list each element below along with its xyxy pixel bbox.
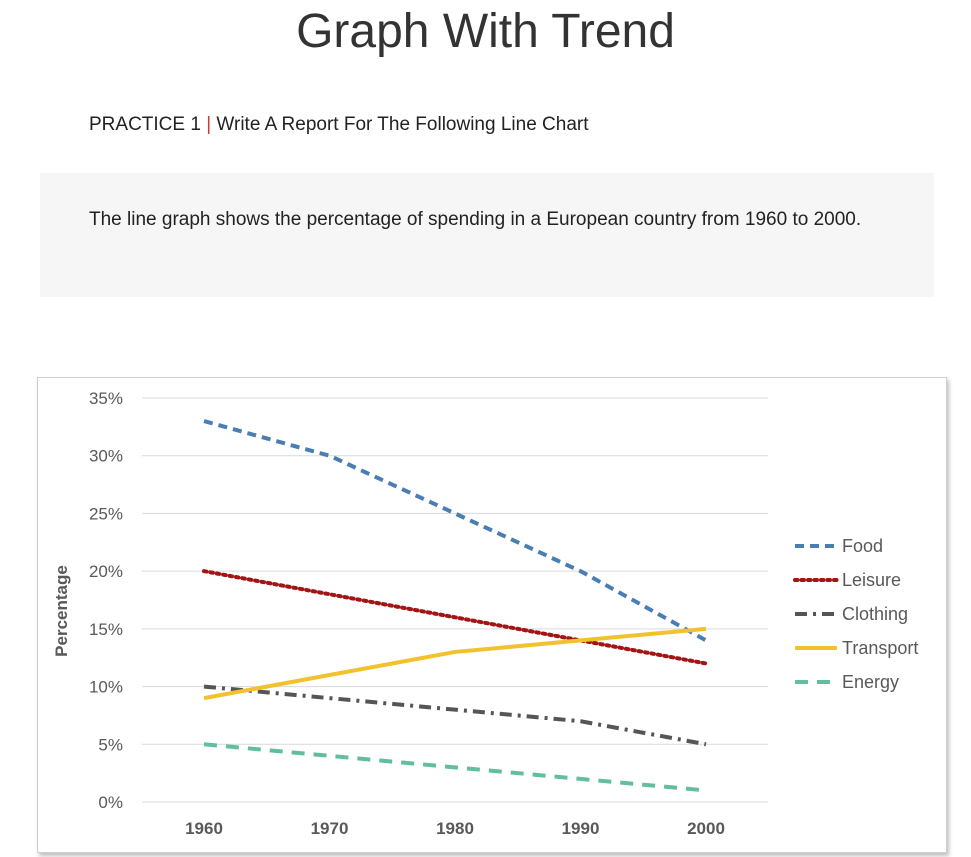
practice-label: PRACTICE 1	[89, 114, 201, 135]
x-tick-label: 1960	[185, 819, 223, 838]
legend-label-food: Food	[842, 536, 883, 556]
practice-instruction: Write A Report For The Following Line Ch…	[216, 114, 589, 135]
y-tick-label: 30%	[89, 447, 123, 466]
x-tick-label: 1990	[562, 819, 600, 838]
x-tick-label: 1970	[311, 819, 349, 838]
y-tick-label: 5%	[98, 735, 123, 754]
series-line-energy	[203, 742, 707, 793]
legend-label-energy: Energy	[842, 672, 899, 692]
y-tick-label: 25%	[89, 504, 123, 523]
y-tick-label: 15%	[89, 620, 123, 639]
series-line-transport	[203, 626, 707, 701]
y-axis-label: Percentage	[52, 565, 71, 657]
x-tick-label: 2000	[687, 819, 725, 838]
y-tick-label: 10%	[89, 678, 123, 697]
legend-label-clothing: Clothing	[842, 604, 908, 624]
chart-frame: 0% 5% 10% 15% 20% 25% 30% 35% 1960 1970 1980 1990 20…	[37, 377, 947, 853]
practice-separator: |	[206, 114, 212, 135]
y-tick-label: 35%	[89, 389, 123, 408]
series-line-food	[203, 419, 707, 643]
legend-label-transport: Transport	[842, 638, 918, 658]
page-title: Graph With Trend	[296, 5, 675, 58]
description-box: The line graph shows the percentage of s…	[40, 173, 934, 297]
x-tick-label: 1980	[436, 819, 474, 838]
y-tick-label: 20%	[89, 562, 123, 581]
series-line-clothing	[203, 684, 707, 747]
legend-label-leisure: Leisure	[842, 570, 901, 590]
practice-heading: PRACTICE 1 | Write A Report For The Foll…	[89, 114, 589, 136]
description-text: The line graph shows the percentage of s…	[89, 209, 862, 230]
line-chart: 0% 5% 10% 15% 20% 25% 30% 35% 1960 1970 1980 1990 20…	[52, 389, 918, 838]
y-tick-label: 0%	[98, 793, 123, 812]
series-line-leisure	[202, 569, 708, 666]
